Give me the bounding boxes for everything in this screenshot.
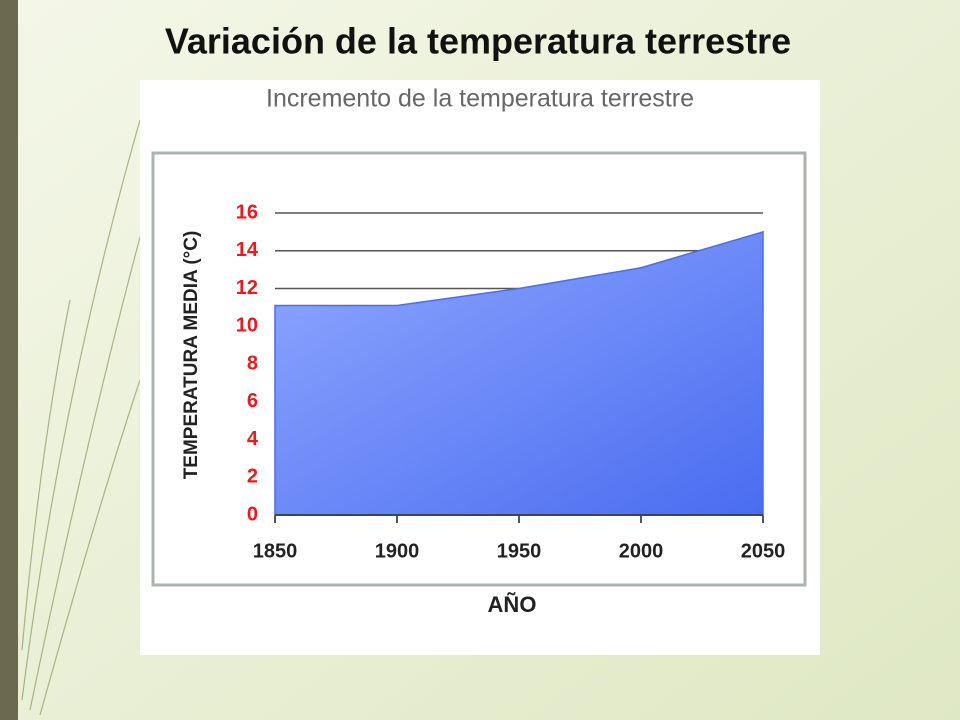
y-tick-label: 12 (236, 277, 258, 299)
y-tick-label: 6 (247, 390, 258, 412)
y-tick-label: 2 (247, 466, 258, 488)
x-tick-label: 1950 (497, 540, 542, 562)
side-stripe (0, 0, 18, 720)
y-tick-label: 14 (236, 239, 259, 261)
x-tick-label: 1850 (253, 540, 298, 562)
x-axis-label: AÑO (488, 592, 537, 617)
chart-title: Incremento de la temperatura terrestre (266, 85, 694, 113)
plot-frame (151, 151, 807, 587)
area (274, 230, 764, 516)
x-tick-label: 2000 (619, 540, 664, 562)
y-tick-label: 4 (247, 428, 259, 450)
y-tick-label: 8 (247, 352, 258, 374)
y-tick-label: 0 (247, 503, 258, 525)
slide-title: Variación de la temperatura terrestre (165, 21, 791, 62)
y-tick-label: 10 (236, 315, 258, 337)
y-axis-label: TEMPERATURA MEDIA (°C) (181, 231, 202, 480)
x-tick-label: 2050 (741, 540, 786, 562)
decoration (21, 119, 151, 716)
x-tick-label: 1900 (375, 540, 420, 562)
y-tick-label: 16 (236, 201, 258, 223)
plot: 0 2 4 6 8 10 12 14 16 1850 1900 1950 2000 2050 (236, 201, 786, 562)
